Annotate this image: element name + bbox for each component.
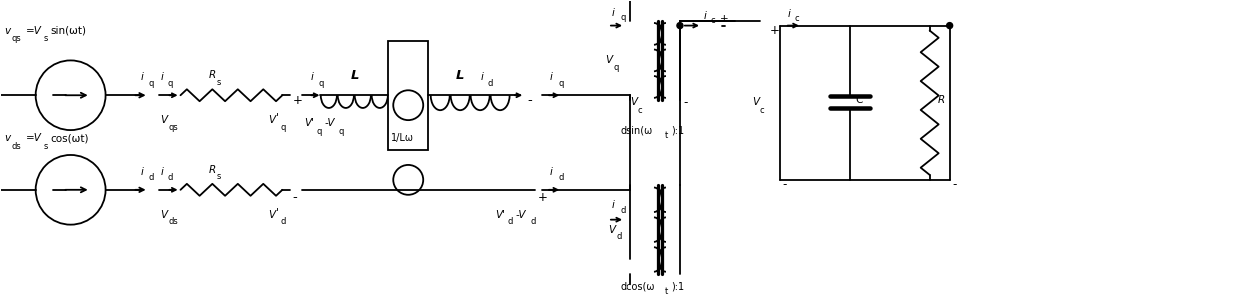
Text: +: + bbox=[538, 191, 548, 204]
Text: d: d bbox=[558, 173, 563, 182]
Text: R: R bbox=[208, 165, 216, 175]
Text: -: - bbox=[953, 178, 957, 191]
Text: C: C bbox=[855, 95, 863, 105]
Text: d: d bbox=[619, 206, 626, 215]
Text: +: + bbox=[720, 14, 729, 24]
Text: L: L bbox=[350, 69, 359, 82]
Text: +: + bbox=[292, 94, 302, 107]
Text: ds: ds bbox=[11, 141, 21, 150]
Text: d: d bbox=[168, 173, 173, 182]
Text: v: v bbox=[5, 133, 11, 143]
Circle shape bbox=[677, 23, 683, 29]
Text: L: L bbox=[456, 69, 465, 82]
Text: s: s bbox=[217, 172, 221, 181]
Text: q: q bbox=[558, 79, 563, 88]
Text: q: q bbox=[619, 13, 626, 22]
Text: ds: ds bbox=[168, 217, 178, 226]
Text: t: t bbox=[665, 131, 668, 140]
Text: q: q bbox=[319, 79, 324, 88]
Text: d: d bbox=[616, 232, 622, 241]
Text: c: c bbox=[760, 106, 765, 115]
Text: d: d bbox=[148, 173, 154, 182]
Text: s: s bbox=[44, 141, 48, 150]
Text: d: d bbox=[281, 217, 286, 226]
Text: q: q bbox=[281, 123, 286, 132]
Text: dsin(ω: dsin(ω bbox=[619, 125, 652, 135]
Text: V: V bbox=[268, 210, 276, 220]
Text: q: q bbox=[168, 79, 173, 88]
Text: -: - bbox=[683, 96, 687, 109]
Text: ': ' bbox=[276, 112, 280, 122]
Text: V: V bbox=[608, 225, 616, 235]
Text: d: d bbox=[487, 79, 493, 88]
Text: cos(ωt): cos(ωt) bbox=[50, 133, 89, 143]
Text: V': V' bbox=[305, 118, 315, 128]
Text: i: i bbox=[551, 72, 553, 82]
Text: =V: =V bbox=[25, 133, 41, 143]
Text: c: c bbox=[795, 14, 800, 23]
Text: -: - bbox=[782, 178, 788, 191]
Text: i: i bbox=[788, 9, 791, 19]
FancyBboxPatch shape bbox=[389, 40, 428, 150]
Text: V': V' bbox=[495, 210, 505, 220]
Text: i: i bbox=[612, 200, 614, 210]
Text: V: V bbox=[161, 115, 168, 125]
Text: q: q bbox=[316, 126, 322, 135]
Text: q: q bbox=[339, 126, 344, 135]
Circle shape bbox=[947, 23, 953, 29]
Text: +: + bbox=[770, 24, 780, 37]
Text: dcos(ω: dcos(ω bbox=[619, 281, 655, 291]
Text: V: V bbox=[268, 115, 276, 125]
Text: c: c bbox=[711, 16, 716, 25]
Text: d: d bbox=[530, 217, 535, 226]
Text: i: i bbox=[161, 72, 163, 82]
Text: i: i bbox=[310, 72, 314, 82]
Text: -: - bbox=[527, 94, 532, 107]
Text: q: q bbox=[148, 79, 154, 88]
Text: ': ' bbox=[276, 207, 280, 217]
Text: c: c bbox=[638, 106, 642, 115]
Text: i: i bbox=[140, 167, 143, 177]
Text: i: i bbox=[480, 72, 483, 82]
Text: ):1: ):1 bbox=[671, 125, 685, 135]
Text: V: V bbox=[630, 97, 637, 107]
Text: s: s bbox=[217, 78, 221, 87]
Text: sin(ωt): sin(ωt) bbox=[50, 25, 87, 36]
Text: qs: qs bbox=[168, 123, 178, 132]
Text: =V: =V bbox=[25, 25, 41, 36]
Text: -V: -V bbox=[325, 118, 335, 128]
Text: -: - bbox=[292, 191, 297, 204]
Text: 1/Lω: 1/Lω bbox=[391, 132, 414, 143]
Text: i: i bbox=[612, 8, 614, 18]
Text: i: i bbox=[703, 11, 707, 21]
Text: V: V bbox=[604, 55, 612, 65]
Text: V: V bbox=[161, 210, 168, 220]
Text: v: v bbox=[5, 25, 11, 36]
Text: s: s bbox=[44, 34, 48, 43]
Text: -V: -V bbox=[515, 210, 525, 220]
Text: t: t bbox=[665, 287, 668, 296]
Text: R: R bbox=[208, 70, 216, 80]
Text: ):1: ):1 bbox=[671, 281, 685, 291]
Text: qs: qs bbox=[11, 34, 21, 43]
Text: q: q bbox=[613, 63, 618, 72]
Text: d: d bbox=[507, 217, 513, 226]
Text: R: R bbox=[938, 95, 946, 105]
Text: V: V bbox=[752, 97, 759, 107]
Text: i: i bbox=[140, 72, 143, 82]
Text: i: i bbox=[551, 167, 553, 177]
Text: i: i bbox=[161, 167, 163, 177]
